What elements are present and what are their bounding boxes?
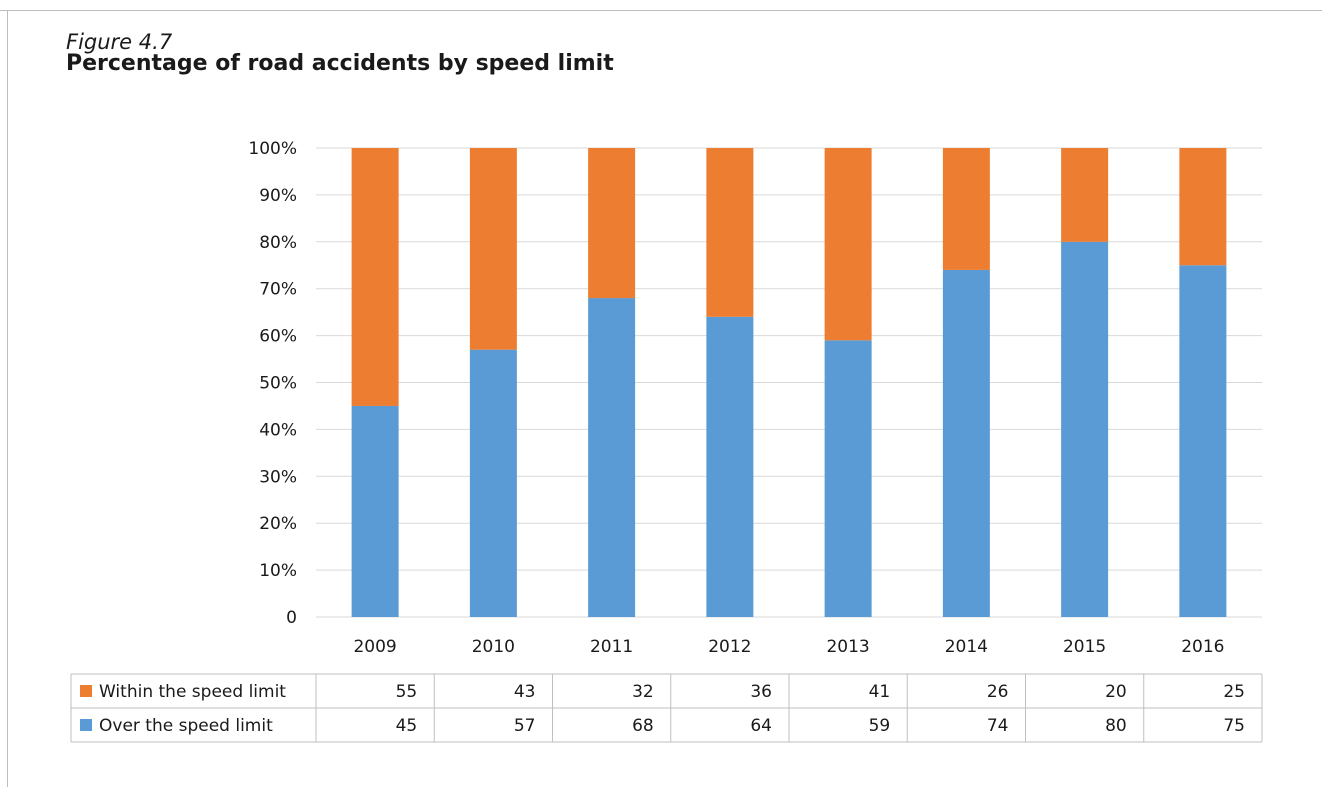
bar-over-speed-limit [469,349,517,617]
x-tick-label: 2009 [353,637,396,657]
bar-within-speed-limit [1179,148,1227,266]
bar-over-speed-limit [588,298,636,617]
bar-within-speed-limit [824,148,872,341]
frame-left-border [7,10,8,787]
y-tick-label: 50% [259,374,297,394]
table-value: 74 [987,716,1009,736]
bar-within-speed-limit [942,148,990,270]
table-value: 64 [750,716,772,736]
legend-label: Over the speed limit [99,716,273,736]
table-value: 75 [1223,716,1245,736]
table-value: 68 [632,716,654,736]
bar-over-speed-limit [706,316,754,617]
table-value: 59 [869,716,891,736]
table-value: 57 [514,716,536,736]
bar-within-speed-limit [351,148,399,406]
table-value: 25 [1223,682,1245,702]
legend-label: Within the speed limit [99,682,286,702]
y-tick-label: 0 [286,608,297,628]
bar-over-speed-limit [1179,265,1227,617]
table-value: 43 [514,682,536,702]
legend-swatch [80,719,92,731]
bar-over-speed-limit [351,405,399,617]
x-tick-label: 2011 [590,637,633,657]
legend-swatch [80,685,92,697]
table-value: 41 [869,682,891,702]
x-tick-label: 2015 [1063,637,1106,657]
figure-label: Figure 4.7 [66,30,173,54]
y-tick-label: 100% [248,139,297,159]
bar-over-speed-limit [1061,241,1109,618]
table-value: 36 [750,682,772,702]
bar-within-speed-limit [469,148,517,350]
y-tick-label: 60% [259,327,297,347]
y-tick-label: 30% [259,467,297,487]
bar-over-speed-limit [824,340,872,617]
chart-title: Percentage of road accidents by speed li… [66,51,614,76]
y-tick-label: 80% [259,233,297,253]
y-tick-label: 10% [259,561,297,581]
table-value: 55 [396,682,418,702]
x-tick-label: 2010 [472,637,515,657]
bar-within-speed-limit [1061,148,1109,242]
x-tick-label: 2014 [945,637,988,657]
bar-within-speed-limit [706,148,754,317]
y-tick-label: 70% [259,280,297,300]
x-tick-label: 2016 [1181,637,1224,657]
y-tick-label: 20% [259,514,297,534]
y-tick-label: 40% [259,420,297,440]
table-value: 20 [1105,682,1127,702]
table-value: 26 [987,682,1009,702]
bar-within-speed-limit [588,148,636,299]
frame-top-border [0,10,1322,11]
table-value: 45 [396,716,418,736]
y-tick-label: 90% [259,186,297,206]
x-tick-label: 2012 [708,637,751,657]
table-value: 80 [1105,716,1127,736]
bar-over-speed-limit [942,269,990,617]
table-value: 32 [632,682,654,702]
x-tick-label: 2013 [826,637,869,657]
